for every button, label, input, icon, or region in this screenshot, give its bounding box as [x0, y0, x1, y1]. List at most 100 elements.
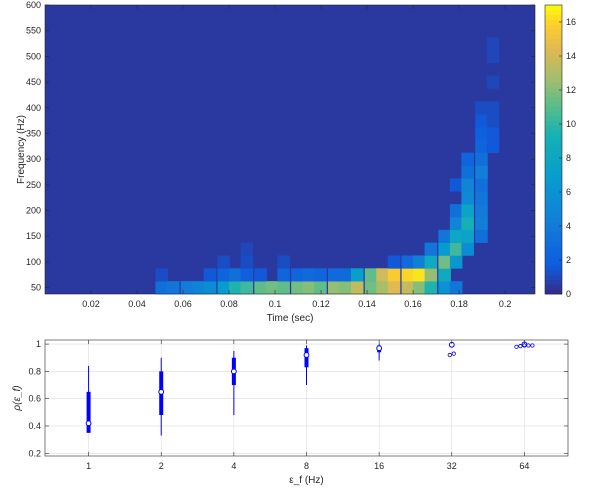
heatmap-cell: [449, 255, 463, 269]
heatmap-cell: [327, 268, 341, 282]
heatmap-cell: [486, 127, 500, 141]
heatmap-cell: [486, 114, 500, 128]
heatmap-cell: [291, 268, 304, 282]
colorbar-tick-label: 6: [566, 187, 571, 197]
heatmap-cell: [364, 281, 378, 295]
x-tick-label: 0.14: [358, 299, 376, 309]
heatmap-cell: [240, 281, 254, 295]
heatmap-cell: [277, 255, 290, 269]
heatmap-cell: [461, 242, 474, 256]
box-median: [376, 345, 383, 352]
heatmap-cell: [438, 268, 451, 282]
heatmap-cell: [401, 268, 415, 282]
heatmap-cell: [240, 255, 254, 269]
colorbar-segment: [545, 212, 562, 218]
colorbar-segment: [545, 245, 562, 252]
heatmap-cell: [486, 49, 500, 64]
colorbar-tick-label: 14: [566, 51, 576, 61]
colorbar-segment: [545, 231, 562, 237]
colorbar-tick-label: 0: [566, 289, 571, 299]
heatmap-cell: [302, 281, 316, 295]
box-median: [230, 368, 237, 375]
heatmap-cell: [486, 75, 500, 89]
y-axis-label: Frequency (Hz): [16, 115, 27, 184]
y-axis-label: ρ(ε_f): [12, 385, 23, 411]
heatmap-cell: [461, 165, 474, 179]
colorbar-segment: [545, 57, 562, 64]
colorbar-segment: [545, 101, 562, 107]
colorbar-segment: [545, 207, 562, 213]
colorbar-segment: [545, 221, 562, 227]
colorbar-segment: [545, 236, 562, 242]
y-tick-label: 100: [26, 257, 41, 267]
heatmap-cell: [217, 281, 231, 295]
box-outlier: [518, 344, 523, 349]
boxplot-chart: 1 2 4 8 16 32 64 0.2 0.4 0.6 0.8 1 ε_f (Hz) ρ(ε_f): [12, 339, 569, 486]
colorbar-segment: [545, 62, 562, 69]
heatmap-cell: [217, 255, 231, 269]
colorbar-segment: [545, 274, 562, 280]
box-outlier: [451, 351, 456, 356]
colorbar-segment: [545, 197, 562, 203]
colorbar-tick-label: 4: [566, 221, 571, 231]
heatmap-cell: [461, 152, 474, 166]
heatmap-cell: [413, 281, 426, 295]
heatmap-cell: [461, 178, 474, 192]
y-tick-label: 300: [26, 154, 41, 164]
heatmap-cell: [475, 101, 488, 115]
heatmap-cell: [461, 216, 474, 231]
x-tick-label: 16: [374, 461, 384, 471]
x-tick-label: 1: [86, 461, 91, 471]
colorbar-segment: [545, 130, 562, 136]
heatmap-cell: [438, 229, 451, 243]
heatmap-cell: [449, 178, 463, 192]
colorbar-segment: [545, 53, 562, 59]
colorbar-segment: [545, 226, 562, 232]
colorbar-segment: [545, 5, 562, 11]
box-outlier: [526, 343, 531, 348]
heatmap-cell: [475, 178, 488, 192]
colorbar-segment: [545, 265, 562, 271]
heatmap-cell: [475, 216, 488, 231]
heatmap-cell: [449, 229, 463, 243]
colorbar-segment: [545, 255, 562, 261]
y-tick-label: 0.2: [28, 448, 41, 458]
heatmap-cell: [350, 268, 364, 282]
heatmap-cell: [401, 281, 415, 295]
colorbar-tick-label: 16: [566, 17, 576, 27]
heatmap-cell: [461, 204, 474, 218]
colorbar-segment: [545, 9, 562, 16]
heatmap-cell: [254, 281, 267, 295]
y-tick-label: 600: [26, 0, 41, 10]
x-tick-label: 0.18: [450, 299, 468, 309]
colorbar-segment: [545, 202, 562, 208]
colorbar-segment: [545, 77, 562, 83]
x-tick-label: 0.02: [82, 299, 100, 309]
colorbar-segment: [545, 96, 562, 102]
x-tick-label: 32: [447, 461, 457, 471]
heatmap-cell: [339, 268, 353, 282]
heatmap-cell: [277, 281, 290, 295]
x-tick-label: 0.16: [404, 299, 422, 309]
x-axis-label: Time (sec): [267, 313, 314, 324]
heatmap-cell: [339, 281, 353, 295]
colorbar-segment: [545, 188, 562, 194]
y-tick-label: 0.4: [28, 421, 41, 431]
colorbar-frame: [544, 4, 563, 295]
heatmap-cell: [475, 152, 488, 166]
x-tick-label: 0.12: [312, 299, 330, 309]
colorbar-segment: [545, 106, 562, 112]
colorbar: 0 2 4 6 8 10 12 14 16: [544, 4, 576, 299]
colorbar-segment: [545, 284, 562, 290]
heatmap-cell: [486, 37, 500, 51]
heatmap-cell: [424, 255, 438, 269]
colorbar-segment: [545, 163, 562, 170]
colorbar-segment: [545, 33, 562, 40]
heatmap-cell: [180, 281, 194, 295]
colorbar-segment: [545, 125, 562, 131]
heatmap-cell: [475, 229, 488, 243]
y-tick-label: 50: [31, 283, 41, 293]
y-tick-label: 500: [26, 51, 41, 61]
heatmap-frame: [44, 4, 536, 295]
heatmap-cell: [217, 268, 231, 282]
